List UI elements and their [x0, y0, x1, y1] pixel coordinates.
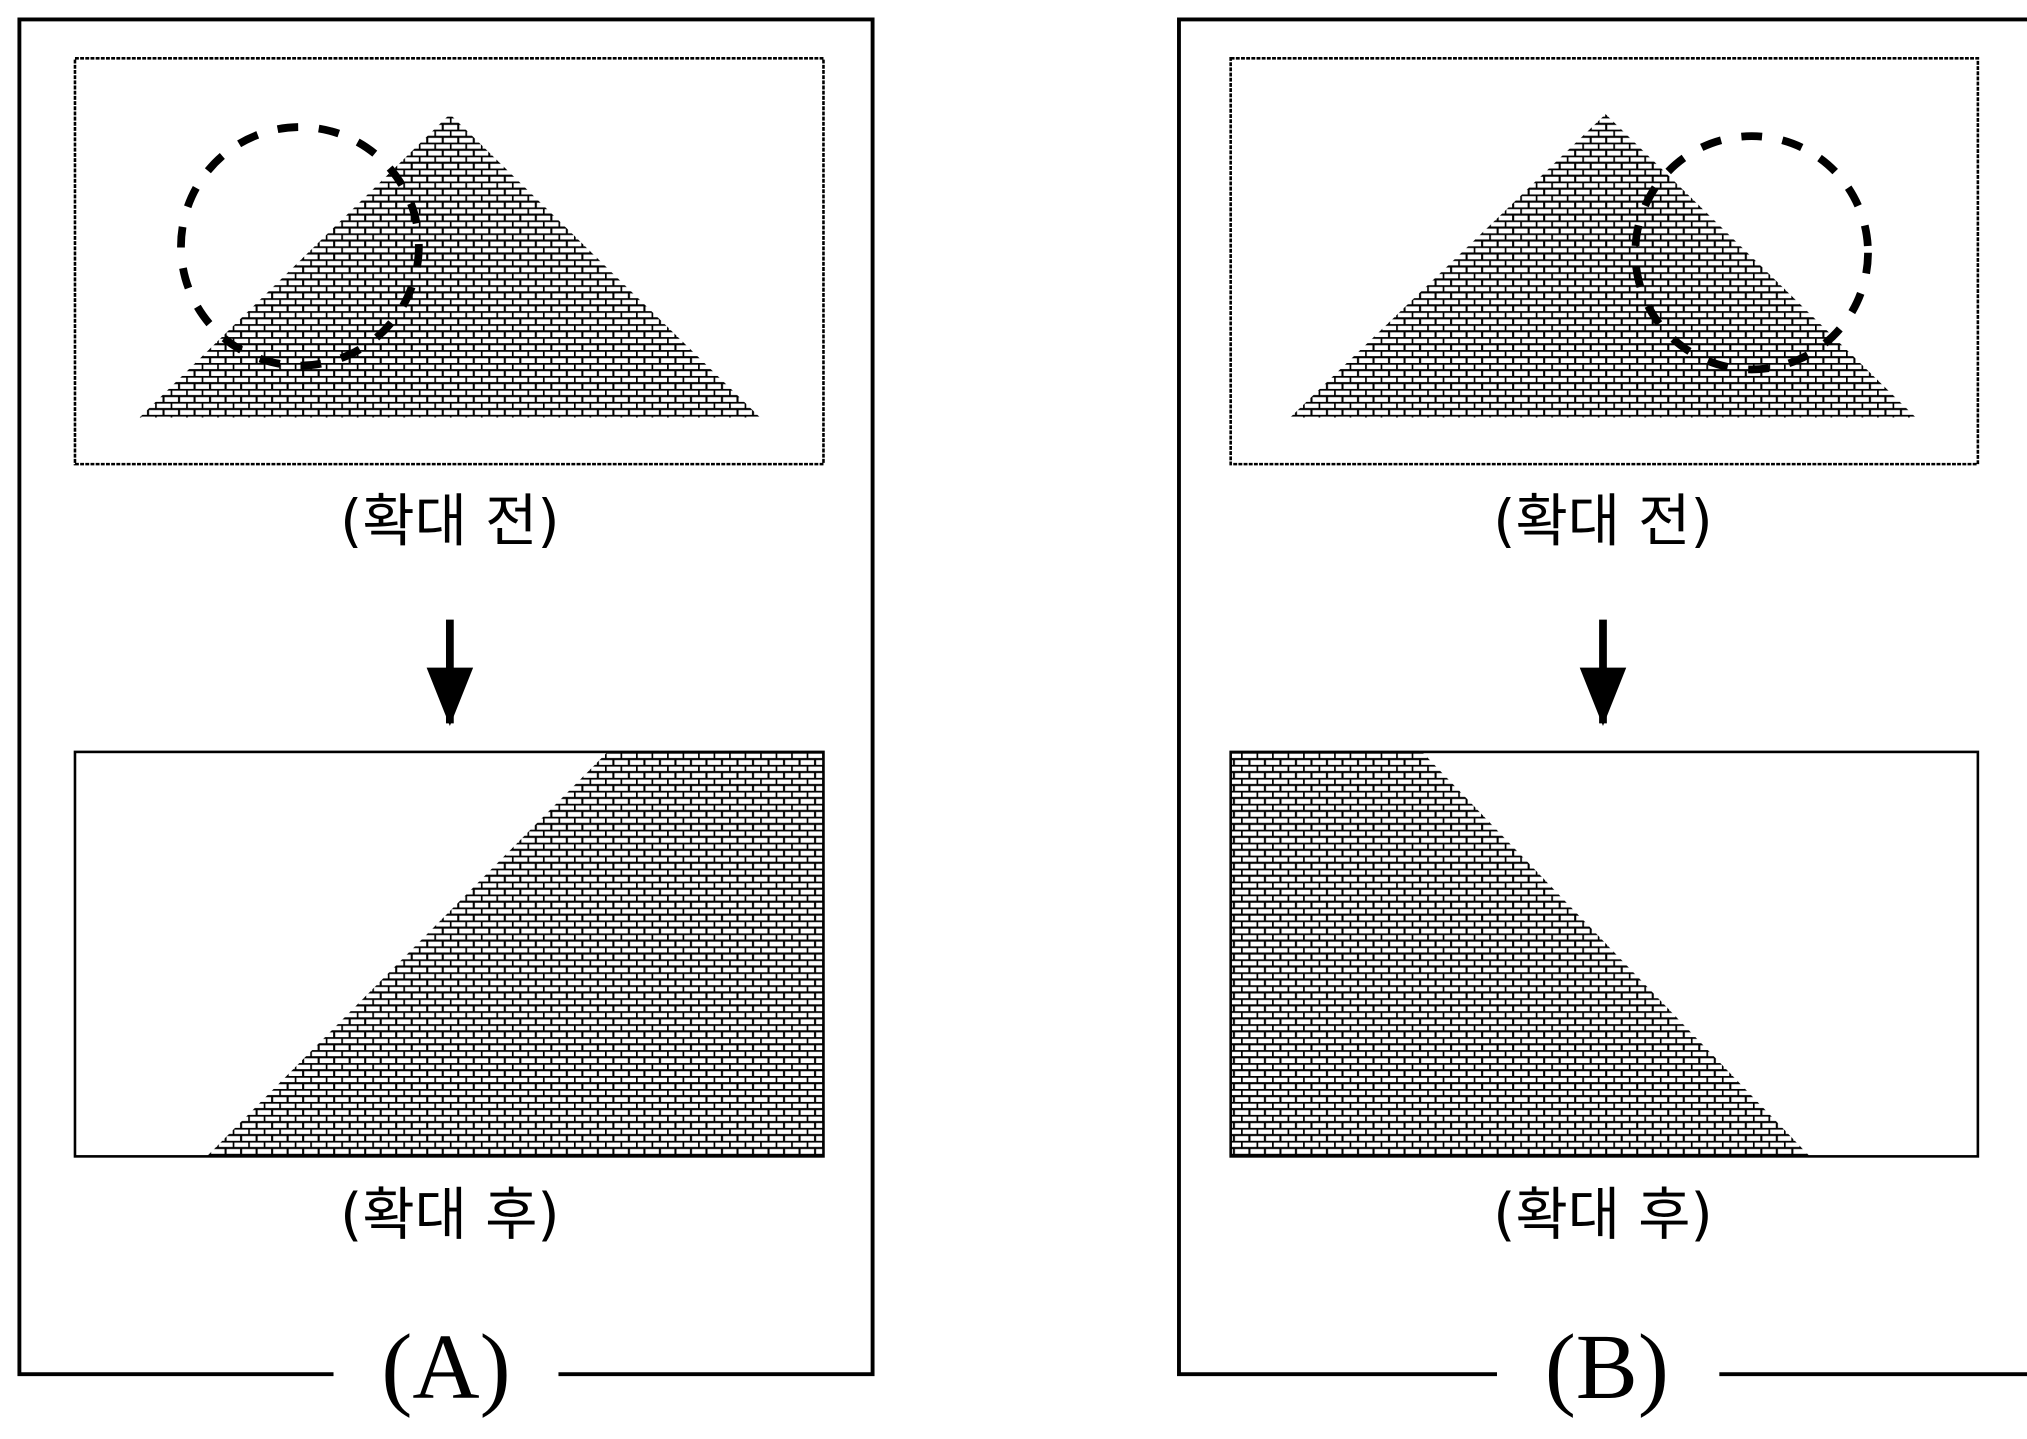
panel-label: (A)	[381, 1316, 510, 1419]
zoomed-pyramid	[1230, 751, 1810, 1157]
after-label: (확대 후)	[340, 1182, 559, 1248]
after-label: (확대 후)	[1493, 1182, 1712, 1248]
before-box	[73, 57, 825, 466]
panel-a: (확대 전) (확대 후) (A)	[17, 17, 875, 1419]
panel-frame	[17, 17, 875, 1377]
before-label: (확대 전)	[1493, 489, 1712, 555]
zoomed-pyramid	[206, 751, 824, 1157]
after-box	[1229, 750, 1980, 1158]
pyramid	[139, 114, 761, 418]
arrow-head	[426, 667, 474, 726]
zoom-circle	[1631, 132, 1872, 374]
zoom-circle	[177, 123, 423, 370]
panel-label: (B)	[1545, 1316, 1669, 1419]
arrow-head	[1579, 667, 1627, 726]
panel-frame	[1177, 17, 2027, 1377]
before-box	[1229, 57, 1980, 466]
after-box	[73, 750, 825, 1158]
panel-b: (확대 전) (확대 후) (B)	[1177, 17, 2027, 1419]
before-label: (확대 전)	[340, 489, 559, 555]
pyramid	[1290, 114, 1916, 418]
